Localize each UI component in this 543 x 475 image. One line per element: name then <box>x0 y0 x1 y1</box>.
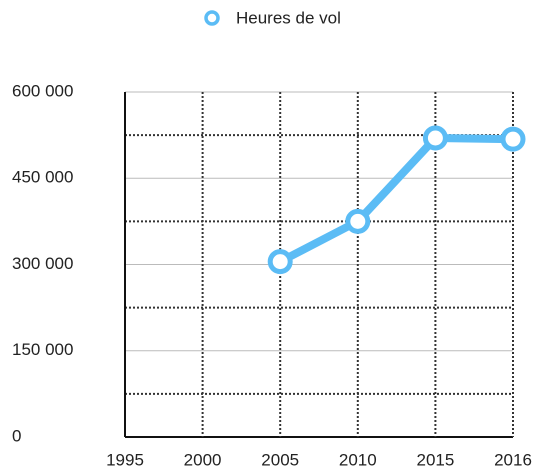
point <box>422 125 448 151</box>
point <box>267 249 293 275</box>
y-tick-label: 450 000 <box>12 168 73 187</box>
line <box>278 134 514 266</box>
y-tick-label: 0 <box>12 426 21 445</box>
y-tick-label: 150 000 <box>12 340 73 359</box>
y-tick-label: 600 000 <box>12 81 73 100</box>
x-tick-label: 2010 <box>339 450 377 469</box>
x-tick-label: 2005 <box>261 450 299 469</box>
x-tick-label: 2016 <box>494 450 532 469</box>
y-tick-label: 300 000 <box>12 254 73 273</box>
x-tick-label: 2015 <box>416 450 454 469</box>
point <box>345 208 371 234</box>
point <box>500 126 526 152</box>
legend-marker <box>204 10 220 26</box>
x-tick-label: 2000 <box>184 450 222 469</box>
legend-label: Heures de vol <box>236 8 341 27</box>
x-tick-label: 1995 <box>106 450 144 469</box>
